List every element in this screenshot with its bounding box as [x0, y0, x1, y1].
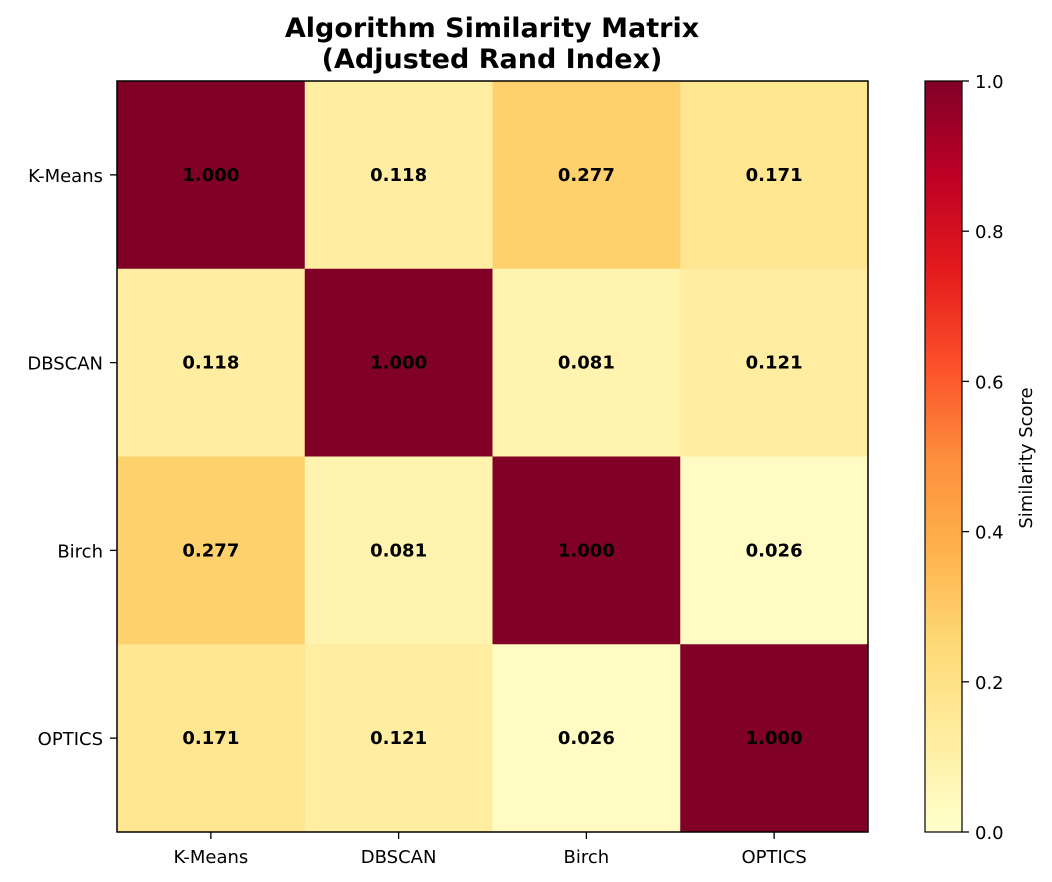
- heatmap-cell-birch-k-means: [117, 456, 306, 645]
- colorbar-gradient: [924, 80, 963, 833]
- cell-value-label: 0.081: [370, 540, 427, 561]
- chart-title: Algorithm Similarity Matrix: [285, 13, 699, 44]
- heatmap-cell-optics-k-means: [117, 644, 306, 833]
- heatmap-cell-labels: 1.000 0.118 0.277 0.171 0.118 1.000 0.081 0.121…: [182, 165, 802, 749]
- cell-value-label: 0.121: [746, 353, 803, 374]
- colorbar-tick-label: 0.8: [975, 222, 1004, 243]
- heatmap-cell-birch-birch: [492, 456, 681, 645]
- cell-value-label: 0.118: [182, 353, 239, 374]
- heatmap-cell-optics-birch: [492, 644, 681, 833]
- cell-value-label: 0.121: [370, 728, 427, 749]
- cell-value-label: 1.000: [182, 165, 239, 186]
- y-tick-label: K-Means: [28, 166, 103, 187]
- cell-value-label: 0.081: [558, 353, 615, 374]
- heatmap-cell-dbscan-birch: [492, 268, 681, 457]
- heatmap-cell-dbscan-dbscan: [304, 268, 493, 457]
- heatmap-cell-k-means-dbscan: [304, 81, 493, 270]
- colorbar-tick-label: 0.2: [975, 673, 1004, 694]
- heatmap-cell-optics-dbscan: [304, 644, 493, 833]
- x-tick-label: DBSCAN: [361, 847, 437, 868]
- cell-value-label: 0.026: [746, 540, 803, 561]
- heatmap-cell-optics-optics: [680, 644, 869, 833]
- plot-frame: [116, 80, 869, 833]
- y-tick-label: Birch: [57, 541, 103, 562]
- cell-value-label: 0.171: [182, 728, 239, 749]
- cell-value-label: 1.000: [370, 353, 427, 374]
- y-axis: K-Means DBSCAN Birch OPTICS: [27, 166, 117, 750]
- colorbar-tick-label: 0.6: [975, 372, 1004, 393]
- heatmap-cells: [117, 81, 869, 833]
- x-tick-label: K-Means: [173, 847, 248, 868]
- heatmap-cell-birch-optics: [680, 456, 869, 645]
- cell-value-label: 0.277: [558, 165, 615, 186]
- colorbar: 0.0 0.2 0.4 0.6 0.8 1.0: [924, 72, 1004, 844]
- colorbar-tick-label: 0.0: [975, 823, 1004, 844]
- heatmap-cell-dbscan-optics: [680, 268, 869, 457]
- y-tick-label: DBSCAN: [27, 354, 103, 375]
- heatmap-cell-k-means-optics: [680, 81, 869, 270]
- cell-value-label: 1.000: [558, 540, 615, 561]
- colorbar-label: Similarity Score: [1016, 387, 1037, 528]
- cell-value-label: 0.277: [182, 540, 239, 561]
- cell-value-label: 0.171: [746, 165, 803, 186]
- chart-subtitle: (Adjusted Rand Index): [322, 44, 663, 75]
- cell-value-label: 0.026: [558, 728, 615, 749]
- heatmap-cell-dbscan-k-means: [117, 268, 306, 457]
- x-tick-label: Birch: [564, 847, 610, 868]
- y-tick-label: OPTICS: [38, 729, 103, 750]
- x-tick-label: OPTICS: [741, 847, 806, 868]
- heatmap-cell-birch-dbscan: [304, 456, 493, 645]
- cell-value-label: 1.000: [746, 728, 803, 749]
- x-axis: K-Means DBSCAN Birch OPTICS: [173, 832, 807, 868]
- heatmap-cell-k-means-k-means: [117, 81, 306, 270]
- colorbar-tick-label: 0.4: [975, 523, 1004, 544]
- cell-value-label: 0.118: [370, 165, 427, 186]
- heatmap-cell-k-means-birch: [492, 81, 681, 270]
- colorbar-tick-label: 1.0: [975, 72, 1004, 93]
